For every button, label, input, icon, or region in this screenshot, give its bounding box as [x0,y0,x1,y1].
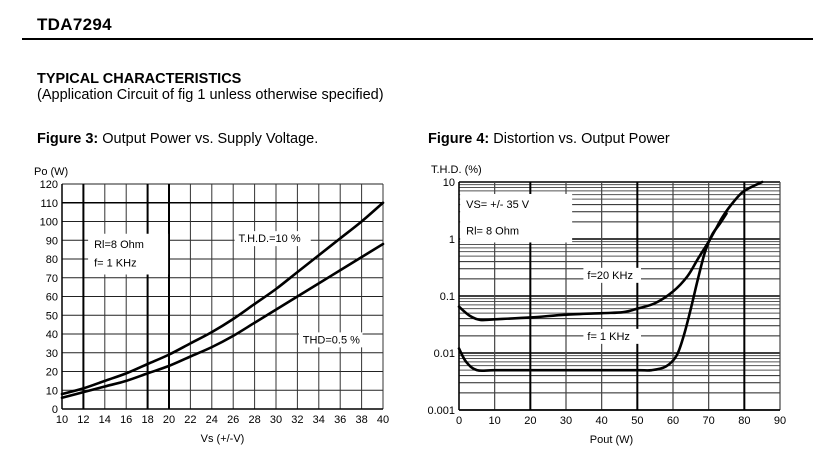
y-tick-label: 50 [46,310,58,322]
series-label-box [298,332,363,348]
x-tick-label: 34 [313,414,325,426]
y-tick-label: 20 [46,367,58,379]
x-tick-label: 10 [489,415,501,427]
x-tick-label: 28 [248,414,260,426]
y-tick-label: 70 [46,273,58,285]
y-tick-label: 10 [443,177,455,189]
condition-annotation: Rl=8 Ohm [94,239,144,251]
y-tick-label: 0.01 [434,348,455,360]
x-tick-label: 0 [456,415,462,427]
series-line-0 [457,180,764,322]
series-label: THD=0.5 % [303,334,360,346]
y-tick-label: 100 [40,217,58,229]
x-tick-label: 90 [774,415,786,427]
y-axis-label: T.H.D. (%) [431,164,482,176]
y-tick-label: 120 [40,179,58,191]
x-tick-label: 24 [206,414,218,426]
x-tick-label: 30 [270,414,282,426]
x-axis-label: Pout (W) [590,434,633,446]
x-tick-label: 22 [184,414,196,426]
series-label-box [583,328,641,344]
x-tick-label: 18 [141,414,153,426]
series-label: T.H.D.=10 % [239,233,301,245]
x-axis-label: Vs (+/-V) [201,433,245,445]
x-tick-label: 38 [355,414,367,426]
fig4-chart: 0 10 20 30 40 50 60 70 80 90 0.001 0.01 0.1 1 10 Pout (… [427,164,786,446]
series-label-box [234,231,311,247]
x-tick-label: 16 [120,414,132,426]
y-tick-label: 30 [46,348,58,360]
figure-4-caption: Figure 4: Distortion vs. Output Power [428,131,670,147]
x-tick-label: 60 [667,415,679,427]
series-label-box [583,267,641,283]
x-tick-label: 70 [703,415,715,427]
x-tick-label: 80 [738,415,750,427]
x-tick-label: 12 [77,414,89,426]
x-tick-label: 40 [596,415,608,427]
x-tick-label: 50 [631,415,643,427]
section-title: TYPICAL CHARACTERISTICS [37,71,242,87]
x-tick-label: 36 [334,414,346,426]
header-rule [22,38,813,40]
conditions-box [88,233,169,275]
y-tick-label: 60 [46,292,58,304]
x-tick-label: 26 [227,414,239,426]
figure-4-label: Figure 4: [428,131,490,147]
fig3-grid [61,183,384,410]
figure-3-caption: Figure 3: Output Power vs. Supply Voltag… [37,131,318,147]
y-tick-label: 40 [46,329,58,341]
condition-annotation: f= 1 KHz [94,258,137,270]
y-tick-label: 110 [40,198,58,210]
figure-3-label: Figure 3: [37,131,99,147]
section-subtitle: (Application Circuit of fig 1 unless oth… [37,87,384,103]
figure-3-text: Output Power vs. Supply Voltage. [102,131,319,147]
fig3-chart: 10 12 14 16 18 20 22 24 26 28 30 32 34 36 38 4001020304… [34,166,389,445]
y-tick-label: 80 [46,254,58,266]
series-label: f=20 KHz [587,270,633,282]
series-line-0 [60,201,385,396]
x-tick-label: 14 [99,414,111,426]
condition-annotation: Rl= 8 Ohm [466,225,519,237]
x-tick-label: 40 [377,414,389,426]
y-tick-label: 1 [449,234,455,246]
y-tick-label: 0 [52,404,58,416]
y-tick-label: 90 [46,235,58,247]
condition-annotation: VS= +/- 35 V [466,199,530,211]
y-tick-label: 10 [46,385,58,397]
x-tick-label: 32 [291,414,303,426]
figure-4-text: Distortion vs. Output Power [493,131,670,147]
series-label: f= 1 KHz [587,331,630,343]
series-line-1 [60,242,385,400]
y-tick-label: 0.1 [440,291,455,303]
series-line-1 [457,212,728,373]
x-tick-label: 10 [56,414,68,426]
y-tick-label: 0.001 [427,405,455,417]
x-tick-label: 30 [560,415,572,427]
x-tick-label: 20 [524,415,536,427]
y-axis-label: Po (W) [34,166,68,178]
conditions-box [460,193,573,243]
x-tick-label: 20 [163,414,175,426]
document-title: TDA7294 [37,15,112,34]
